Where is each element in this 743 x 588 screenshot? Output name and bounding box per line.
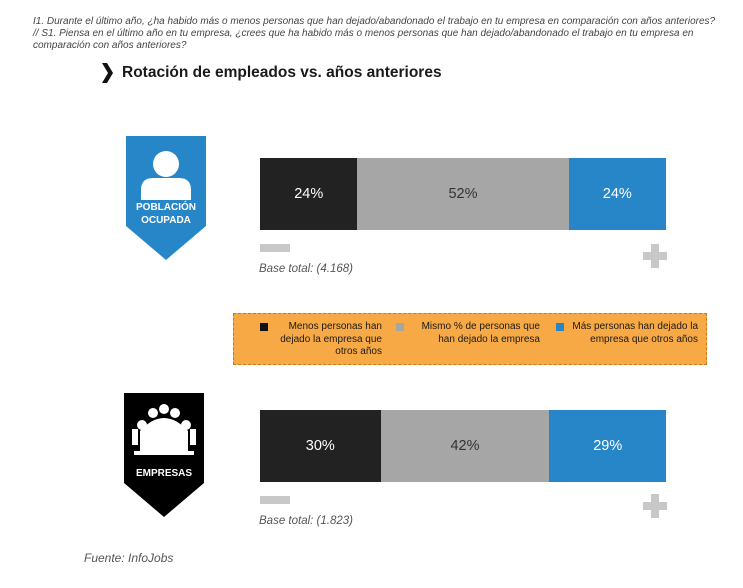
bar-segment-mas: 24% (568, 158, 666, 230)
legend-label: Más personas han dejado la empresa que o… (572, 321, 698, 345)
source-text: Fuente: InfoJobs (84, 551, 174, 565)
empresas-badge: EMPRESAS (124, 393, 204, 517)
legend-label: Mismo % de personas que han dejado la em… (421, 321, 540, 345)
bar-segment-mismo: 42% (380, 410, 550, 482)
legend-swatch (556, 323, 564, 331)
person-icon (141, 151, 191, 200)
legend-item-menos: Menos personas han dejado la empresa que… (260, 321, 382, 359)
chevron-right-icon (102, 63, 113, 83)
stacked-bar-empresas: 30% 42% 29% (260, 410, 666, 482)
bar-segment-mas: 29% (549, 410, 666, 482)
legend: Menos personas han dejado la empresa que… (233, 313, 707, 365)
plus-icon (643, 494, 667, 518)
poblacion-ocupada-label: POBLACIÓN OCUPADA (136, 202, 196, 226)
legend-swatch (260, 323, 268, 331)
base-total-poblacion: Base total: (4.168) (259, 263, 353, 275)
minus-icon (260, 496, 290, 504)
question-text: I1. Durante el último año, ¿ha habido má… (33, 16, 716, 51)
building-icon (132, 404, 196, 455)
bar-segment-mismo: 52% (357, 158, 569, 230)
chart-title-row: Rotación de empleados vs. años anteriore… (100, 63, 442, 83)
chart-title: Rotación de empleados vs. años anteriore… (122, 64, 442, 81)
stacked-bar-poblacion: 24% 52% 24% (260, 158, 666, 230)
base-total-empresas: Base total: (1.823) (259, 515, 353, 527)
minus-icon (260, 244, 290, 252)
poblacion-ocupada-badge: POBLACIÓN OCUPADA (126, 136, 206, 260)
bar-segment-menos: 24% (260, 158, 358, 230)
legend-label: Menos personas han dejado la empresa que… (280, 321, 382, 357)
legend-item-mas: Más personas han dejado la empresa que o… (556, 321, 698, 346)
plus-icon (643, 244, 667, 268)
bar-segment-menos: 30% (260, 410, 381, 482)
legend-swatch (396, 323, 404, 331)
legend-item-mismo: Mismo % de personas que han dejado la em… (396, 321, 540, 346)
empresas-label: EMPRESAS (135, 468, 193, 479)
